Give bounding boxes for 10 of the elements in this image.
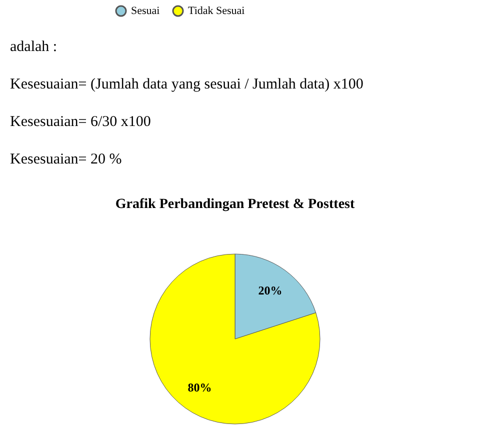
text: Kesesuaian= 6/30 x100: [10, 114, 151, 130]
data-label: 20%: [258, 283, 282, 298]
text: adalah :: [10, 38, 58, 55]
text: Kesesuaian= (Jumlah data yang sesuai / Jumlah data) x100: [10, 76, 364, 92]
legend-label: Sesuai: [131, 5, 160, 17]
text: Grafik Perbandingan Pretest & Posttest: [115, 197, 355, 212]
pie-slice: [150, 254, 320, 424]
data-label: 80%: [188, 380, 212, 395]
legend-label: Tidak Sesuai: [188, 5, 245, 17]
text: Kesesuaian= 20 %: [10, 151, 122, 168]
